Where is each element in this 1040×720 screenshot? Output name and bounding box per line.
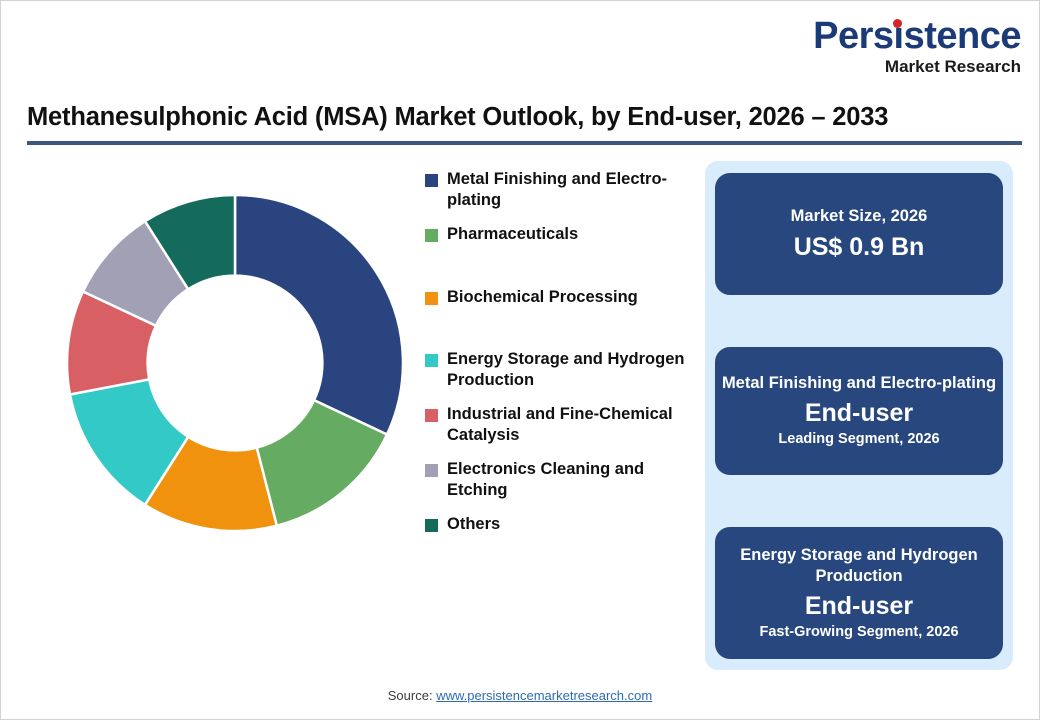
source-prefix: Source: [387, 688, 437, 703]
legend-swatch-metal-finishing [425, 174, 438, 187]
market-size-card: Market Size, 2026 US$ 0.9 Bn [715, 173, 1003, 295]
legend-label-electronics-cleaning: Electronics Cleaning and Etching [447, 459, 645, 499]
chart-legend: Metal Finishing and Electro-plating Phar… [425, 169, 705, 547]
leading-segment-card: Metal Finishing and Electro-plating End-… [715, 347, 1003, 475]
legend-swatch-energy-storage [425, 353, 438, 367]
fast-growing-segment-card: Energy Storage and Hydrogen Production E… [715, 527, 1003, 659]
donut-chart-svg [65, 193, 405, 533]
donut-slice [233, 193, 405, 437]
legend-item-industrial-catalysis[interactable]: Industrial and Fine-Chemical Catalysis [425, 404, 705, 446]
legend-swatch-biochemical-processing [425, 291, 438, 305]
fast-growing-segment-card-value: End-user [804, 591, 914, 620]
leading-segment-card-name: Metal Finishing and Electro-plating [721, 374, 997, 393]
legend-item-electronics-cleaning[interactable]: Electronics Cleaning and Etching [425, 459, 705, 501]
legend-label-industrial-catalysis: Industrial and Fine-Chemical Catalysis [447, 404, 673, 444]
legend-swatch-electronics-cleaning [425, 463, 438, 477]
donut-slice [143, 193, 237, 291]
legend-label-metal-finishing: Metal Finishing and Electro-plating [447, 170, 668, 209]
fast-growing-segment-card-name: Energy Storage and Hydrogen Production [740, 545, 978, 585]
brand-logo: Persistence Market Research [789, 17, 1021, 75]
legend-item-metal-finishing[interactable]: Metal Finishing and Electro-plating [425, 169, 705, 211]
legend-swatch-industrial-catalysis [425, 408, 438, 422]
brand-name: Persistence [813, 15, 1021, 57]
fast-growing-segment-card-caption: Fast-Growing Segment, 2026 [759, 623, 959, 640]
brand-tagline: Market Research [884, 57, 1021, 76]
page-title: Methanesulphonic Acid (MSA) Market Outlo… [27, 103, 889, 131]
source-link[interactable]: www.persistencemarketresearch.com [436, 688, 653, 703]
highlight-panel: Market Size, 2026 US$ 0.9 Bn Metal Finis… [705, 161, 1013, 670]
leading-segment-card-value: End-user [804, 399, 914, 428]
donut-chart [59, 187, 411, 539]
donut-slice-group [65, 193, 405, 533]
source-footer: Source: www.persistencemarketresearch.co… [1, 688, 1039, 703]
legend-label-energy-storage: Energy Storage and Hydrogen Production [447, 349, 685, 389]
title-block: Methanesulphonic Acid (MSA) Market Outlo… [27, 103, 1022, 145]
legend-label-pharmaceuticals: Pharmaceuticals [447, 224, 579, 243]
logo-accent-dot-icon [893, 19, 902, 28]
legend-item-energy-storage[interactable]: Energy Storage and Hydrogen Production [425, 349, 705, 391]
legend-item-biochemical-processing[interactable]: Biochemical Processing [425, 287, 705, 308]
legend-item-others[interactable]: Others [425, 514, 705, 535]
legend-swatch-others [425, 518, 438, 532]
legend-swatch-pharmaceuticals [425, 228, 438, 242]
legend-label-others: Others [447, 514, 501, 533]
market-size-card-label: Market Size, 2026 [790, 207, 928, 226]
legend-item-pharmaceuticals[interactable]: Pharmaceuticals [425, 224, 705, 245]
legend-label-biochemical-processing: Biochemical Processing [447, 287, 638, 306]
leading-segment-card-caption: Leading Segment, 2026 [778, 431, 940, 448]
title-underline [27, 141, 1022, 145]
market-size-card-value: US$ 0.9 Bn [793, 232, 925, 261]
